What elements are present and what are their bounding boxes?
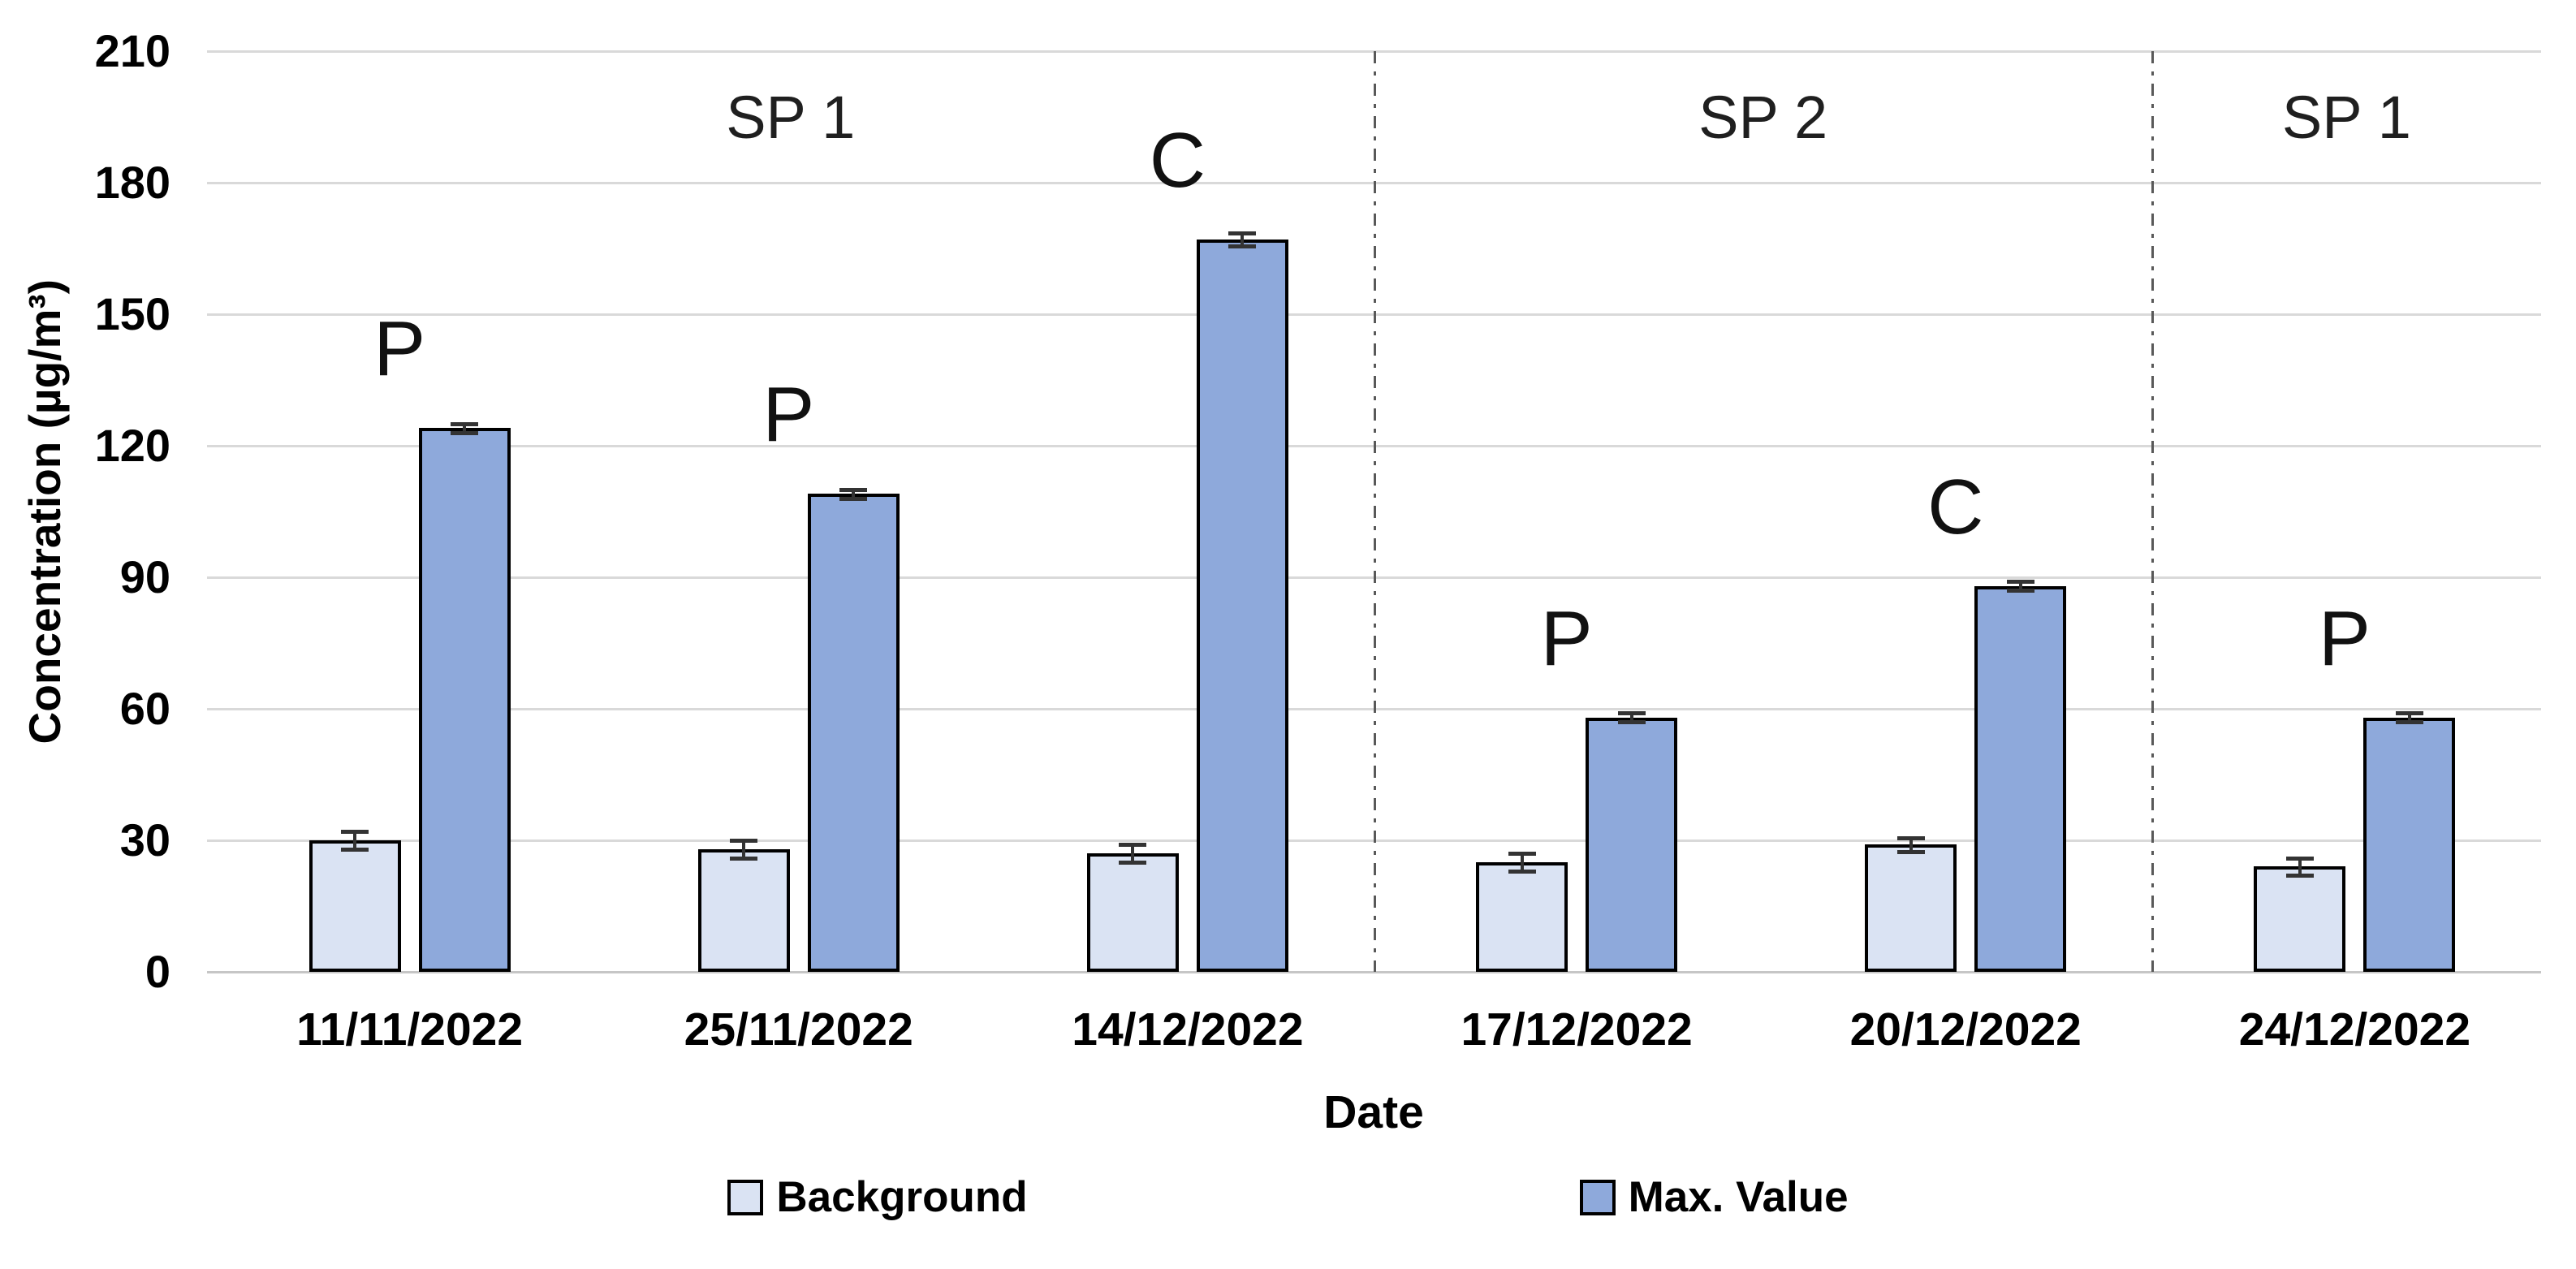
error-bar-line [1520, 853, 1524, 871]
legend: Background Max. Value [0, 1176, 2576, 1219]
section-separator-line [2151, 51, 2154, 972]
legend-swatch [727, 1179, 764, 1215]
bar-max-value [1196, 240, 1288, 972]
y-tick-label: 210 [94, 25, 170, 76]
error-bar-cap [1896, 836, 1925, 841]
bar-background [697, 848, 790, 972]
category-label: 25/11/2022 [684, 1004, 913, 1055]
annotation-letter: P [762, 371, 815, 459]
error-bar-line [2407, 713, 2411, 723]
error-bar-cap [341, 847, 369, 852]
error-bar-line [1629, 713, 1633, 723]
error-bar-cap [1508, 852, 1536, 857]
category-label: 17/12/2022 [1461, 1004, 1693, 1055]
error-bar-line [2018, 581, 2022, 591]
legend-label: Background [776, 1173, 1028, 1221]
category-label: 14/12/2022 [1072, 1004, 1304, 1055]
bar-background [1086, 853, 1179, 972]
y-tick-label: 60 [119, 683, 170, 734]
error-bar-line [353, 831, 357, 849]
bar-background [2254, 866, 2346, 972]
error-bar-cap [341, 830, 369, 835]
category-label: 11/11/2022 [296, 1004, 524, 1055]
error-bar-cap [1119, 843, 1147, 848]
error-bar-cap [2285, 874, 2314, 878]
section-label: SP 2 [1698, 84, 1828, 151]
x-axis-title: Date [1323, 1086, 1424, 1138]
section-label: SP 1 [2281, 84, 2411, 151]
bar-background [1476, 862, 1568, 972]
bar-max-value [2363, 717, 2456, 972]
error-bar-line [1241, 233, 1245, 247]
annotation-letter: C [1927, 463, 1984, 550]
y-tick-label: 180 [94, 157, 170, 208]
error-bar-cap [1228, 244, 1257, 249]
error-bar-cap [730, 839, 758, 843]
legend-item: Background [727, 1173, 1028, 1221]
error-bar-cap [2006, 589, 2034, 593]
legend-item: Max. Value [1579, 1173, 1849, 1221]
category-label: 24/12/2022 [2238, 1004, 2471, 1055]
error-bar-cap [2006, 580, 2034, 585]
section-label: SP 1 [726, 84, 856, 151]
error-bar-cap [839, 496, 868, 501]
error-bar-cap [839, 488, 868, 492]
error-bar-cap [1119, 861, 1147, 865]
error-bar-cap [1508, 869, 1536, 874]
error-bar-line [742, 840, 746, 858]
annotation-letter: C [1149, 117, 1206, 205]
y-axis-title: Concentration (µg/m³) [19, 278, 70, 745]
bar-max-value [807, 494, 900, 972]
error-bar-cap [1228, 231, 1257, 236]
error-bar-cap [1617, 720, 1646, 725]
section-separator-line [1373, 51, 1376, 972]
error-bar-cap [2395, 720, 2423, 725]
error-bar-line [2298, 857, 2302, 876]
error-bar-line [463, 424, 467, 433]
y-tick-label: 90 [119, 551, 170, 602]
legend-label: Max. Value [1628, 1173, 1849, 1221]
bar-background [309, 840, 401, 972]
error-bar-cap [2395, 711, 2423, 716]
bar-max-value [1586, 717, 1678, 972]
error-bar-cap [730, 856, 758, 861]
error-bar-cap [451, 422, 479, 426]
error-bar-line [1131, 844, 1135, 862]
bar-max-value [1974, 585, 2067, 972]
category-label: 20/12/2022 [1849, 1004, 2082, 1055]
bar-max-value [418, 428, 511, 972]
bar-background [1865, 844, 1957, 972]
error-bar-cap [1617, 711, 1646, 716]
y-tick-label: 0 [145, 946, 170, 997]
y-tick-label: 120 [94, 420, 170, 471]
error-bar-line [852, 490, 856, 499]
gridline [207, 971, 2541, 973]
legend-swatch [1579, 1179, 1616, 1215]
error-bar-cap [451, 430, 479, 435]
annotation-letter: P [2318, 594, 2371, 682]
y-tick-label: 30 [119, 814, 170, 865]
annotation-letter: P [1540, 594, 1593, 682]
error-bar-line [1909, 838, 1913, 852]
error-bar-cap [1896, 849, 1925, 854]
y-tick-label: 150 [94, 288, 170, 339]
error-bar-cap [2285, 856, 2314, 861]
annotation-letter: P [373, 305, 426, 393]
